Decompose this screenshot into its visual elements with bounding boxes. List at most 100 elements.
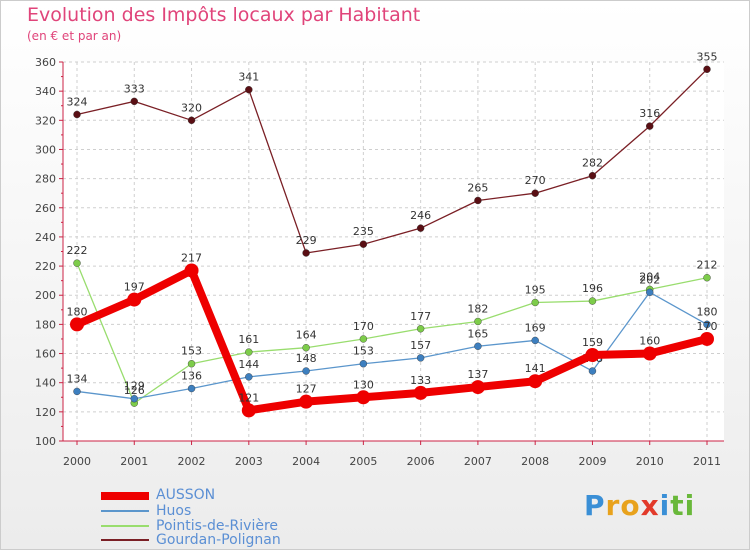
- y-tick-label: 340: [35, 85, 56, 98]
- data-point-gourdan-polignan: [703, 65, 711, 73]
- y-tick-label: 260: [35, 202, 56, 215]
- y-tick-label: 320: [35, 114, 56, 127]
- legend-label-ausson: AUSSON: [156, 487, 216, 503]
- y-tick-label: 200: [35, 289, 56, 302]
- data-label-huos: 180: [697, 305, 718, 318]
- data-label-pointis-de-rivi-re: 164: [296, 329, 317, 342]
- data-point-huos: [703, 320, 711, 329]
- data-label-gourdan-polignan: 270: [525, 174, 546, 187]
- data-point-ausson: [184, 263, 199, 278]
- data-point-gourdan-polignan: [588, 171, 597, 180]
- y-tick-label: 360: [35, 56, 56, 69]
- y-tick-label: 160: [35, 348, 56, 361]
- data-point-pointis-de-rivi-re: [187, 360, 196, 368]
- logo-letter: i: [684, 489, 696, 522]
- data-label-ausson: 197: [124, 281, 145, 294]
- data-label-pointis-de-rivi-re: 195: [525, 284, 546, 297]
- data-point-ausson: [127, 292, 142, 307]
- data-point-gourdan-polignan: [531, 189, 539, 197]
- data-label-huos: 144: [238, 358, 259, 371]
- data-label-ausson: 141: [525, 362, 546, 375]
- data-point-ausson: [700, 331, 714, 346]
- data-label-huos: 157: [410, 339, 431, 352]
- data-point-ausson: [413, 385, 428, 400]
- data-point-huos: [130, 395, 138, 403]
- data-point-gourdan-polignan: [359, 240, 368, 248]
- logo-letter: o: [620, 489, 641, 522]
- data-point-ausson: [356, 390, 371, 405]
- logo-letter: t: [670, 489, 685, 522]
- x-tick-label: 2010: [636, 455, 664, 468]
- x-tick-label: 2006: [407, 455, 435, 468]
- data-point-ausson: [299, 394, 314, 409]
- data-point-ausson: [642, 346, 657, 361]
- data-label-gourdan-polignan: 324: [67, 95, 88, 108]
- x-tick-label: 2008: [521, 455, 549, 468]
- series-line-gourdan-polignan: [76, 68, 708, 254]
- data-label-ausson: 160: [639, 335, 660, 348]
- chart-subtitle: (en € et par an): [27, 29, 122, 43]
- data-point-ausson: [585, 347, 600, 362]
- data-label-ausson: 133: [410, 374, 431, 387]
- data-label-huos: 153: [353, 345, 374, 358]
- data-label-pointis-de-rivi-re: 153: [181, 345, 202, 358]
- data-point-huos: [359, 360, 368, 368]
- legend-swatch-pointis: [101, 525, 149, 527]
- data-point-ausson: [528, 374, 543, 389]
- x-tick-label: 2001: [120, 455, 148, 468]
- data-label-ausson: 121: [238, 391, 259, 404]
- data-label-ausson: 159: [582, 336, 603, 349]
- data-label-ausson: 137: [467, 368, 488, 381]
- data-label-pointis-de-rivi-re: 204: [639, 270, 660, 283]
- x-tick-label: 2007: [464, 455, 492, 468]
- data-label-gourdan-polignan: 333: [124, 82, 145, 95]
- data-label-pointis-de-rivi-re: 222: [67, 244, 88, 257]
- x-tick-label: 2003: [235, 455, 263, 468]
- data-label-pointis-de-rivi-re: 126: [124, 384, 145, 397]
- data-point-huos: [416, 354, 425, 362]
- data-point-pointis-de-rivi-re: [703, 274, 711, 282]
- x-tick-label: 2002: [178, 455, 206, 468]
- logo-letter: P: [584, 489, 606, 522]
- data-point-ausson: [470, 380, 485, 395]
- data-label-gourdan-polignan: 229: [296, 234, 317, 247]
- legend-label-pointis: Pointis-de-Rivière: [156, 518, 279, 534]
- data-point-huos: [302, 367, 310, 375]
- data-label-huos: 136: [181, 370, 202, 383]
- y-tick-label: 280: [35, 173, 56, 186]
- data-point-pointis-de-rivi-re: [73, 259, 81, 267]
- logo-letter: i: [659, 489, 671, 522]
- data-point-gourdan-polignan: [646, 122, 654, 130]
- data-label-gourdan-polignan: 320: [181, 101, 202, 114]
- data-point-huos: [474, 342, 482, 350]
- data-point-gourdan-polignan: [416, 224, 425, 232]
- plot-area: [63, 62, 724, 441]
- data-label-ausson: 127: [296, 383, 317, 396]
- legend-swatch-ausson: [101, 492, 149, 500]
- data-label-huos: 169: [525, 321, 546, 334]
- logo-letter: x: [640, 489, 660, 522]
- data-point-huos: [73, 387, 81, 396]
- data-label-huos: 129: [124, 380, 145, 393]
- y-tick-label: 300: [35, 143, 56, 156]
- y-tick-label: 100: [35, 435, 56, 448]
- data-point-pointis-de-rivi-re: [416, 325, 425, 333]
- series-line-pointis-de-rivi-re: [76, 262, 708, 404]
- x-tick-label: 2000: [63, 455, 91, 468]
- data-label-huos: 148: [296, 352, 317, 365]
- x-tick-label: 2005: [349, 455, 377, 468]
- data-point-pointis-de-rivi-re: [588, 297, 597, 305]
- data-label-gourdan-polignan: 341: [238, 71, 259, 84]
- y-tick-label: 140: [35, 377, 56, 390]
- y-tick-label: 240: [35, 231, 56, 244]
- data-label-huos: 202: [639, 273, 660, 286]
- series-line-ausson: [75, 266, 708, 415]
- legend-label-gourdan: Gourdan-Polignan: [156, 532, 281, 548]
- legend-label-huos: Huos: [156, 503, 192, 519]
- data-label-pointis-de-rivi-re: 177: [410, 310, 431, 323]
- data-point-gourdan-polignan: [245, 85, 253, 94]
- data-label-ausson: 217: [181, 251, 202, 264]
- data-label-gourdan-polignan: 282: [582, 157, 603, 170]
